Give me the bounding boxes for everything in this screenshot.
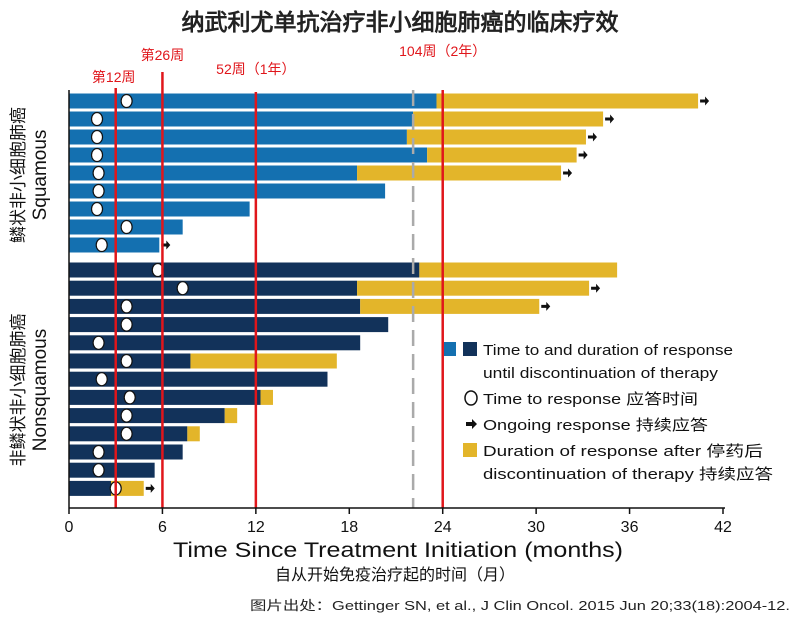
x-axis-label-cn: 自从开始免疫治疗起的时间（月） — [275, 566, 515, 584]
response-time-marker — [123, 390, 136, 405]
reference-line-label: 52周（1年） — [216, 61, 295, 77]
response-time-marker — [120, 299, 133, 314]
response-time-marker — [95, 237, 108, 253]
source-citation: 图片出处：Gettinger SN, et al., J Clin Oncol.… — [250, 598, 790, 613]
response-time-marker — [120, 317, 133, 332]
response-time-marker — [120, 426, 133, 441]
bar-after-discontinuation — [260, 389, 273, 405]
ongoing-arrow-icon — [563, 168, 573, 178]
x-tick-label: 18 — [340, 519, 358, 536]
ongoing-arrow-icon — [591, 283, 601, 293]
legend-item-1-line1: Time to and duration of response — [483, 342, 733, 359]
bar-on-therapy — [69, 280, 358, 296]
ongoing-arrow-icon — [587, 132, 597, 142]
bar-after-discontinuation — [224, 408, 238, 424]
bar-after-discontinuation — [413, 111, 604, 127]
response-time-marker — [92, 183, 105, 199]
ongoing-arrow-icon — [578, 150, 588, 160]
response-time-marker — [120, 219, 133, 235]
bar-on-therapy — [69, 111, 414, 127]
legend-swatch-squamous — [444, 342, 456, 356]
bar-on-therapy — [69, 262, 420, 278]
reference-line-label: 第12周 — [92, 69, 136, 85]
ongoing-arrow-icon — [700, 96, 710, 106]
response-time-marker — [120, 353, 133, 369]
response-time-marker — [92, 463, 105, 478]
legend-item-4-line2: discontinuation of therapy 持续应答 — [483, 465, 773, 483]
legend: Time to and duration of response until d… — [444, 342, 773, 483]
reference-line-label: 第26周 — [141, 47, 185, 63]
legend-swatch-nonsquamous — [463, 342, 477, 356]
bar-on-therapy — [69, 444, 183, 460]
legend-circle-icon — [464, 390, 478, 406]
legend-item-1-line2: until discontinuation of therapy — [483, 365, 719, 382]
x-tick-label: 24 — [434, 519, 452, 536]
bar-after-discontinuation — [360, 298, 540, 314]
chart-title: 纳武利尤单抗治疗非小细胞肺癌的临床疗效 — [182, 9, 619, 35]
bar-on-therapy — [69, 93, 437, 109]
bar-on-therapy — [69, 298, 361, 314]
response-time-marker — [120, 93, 133, 109]
bar-on-therapy — [69, 201, 250, 217]
legend-item-2: Time to response 应答时间 — [483, 390, 698, 408]
response-time-marker — [92, 335, 105, 350]
x-tick-label: 30 — [527, 519, 545, 536]
reference-line-label: 104周（2年） — [399, 43, 486, 59]
x-tick-label: 6 — [158, 519, 167, 536]
bar-on-therapy — [69, 147, 428, 163]
x-axis-label: Time Since Treatment Initiation (months) — [173, 539, 623, 562]
bar-after-discontinuation — [357, 165, 562, 181]
bar-after-discontinuation — [187, 426, 200, 442]
bar-on-therapy — [69, 317, 389, 333]
response-time-marker — [90, 111, 104, 127]
bar-on-therapy — [69, 183, 386, 199]
group-label-squamous-cn: 鳞状非小细胞肺癌 — [9, 107, 28, 243]
ongoing-arrow-icon — [145, 483, 155, 493]
response-time-marker — [90, 201, 104, 217]
response-time-marker — [176, 281, 189, 296]
x-tick-label: 0 — [65, 519, 74, 536]
response-time-marker — [90, 147, 104, 163]
x-tick-label: 36 — [621, 519, 639, 536]
response-time-marker — [92, 165, 105, 181]
bar-on-therapy — [69, 480, 112, 496]
legend-item-4-line1: Duration of response after 停药后 — [483, 443, 763, 460]
bar-on-therapy — [69, 389, 261, 405]
bar-on-therapy — [69, 165, 358, 181]
bar-after-discontinuation — [436, 93, 699, 109]
bar-on-therapy — [69, 462, 155, 478]
ongoing-arrow-icon — [541, 301, 551, 311]
legend-swatch-after — [463, 443, 477, 457]
bar-on-therapy — [69, 371, 328, 387]
response-time-marker — [90, 129, 104, 145]
bar-after-discontinuation — [419, 262, 618, 278]
response-time-marker — [120, 408, 133, 423]
bar-after-discontinuation — [427, 147, 577, 163]
x-tick-label: 42 — [714, 519, 732, 536]
bar-on-therapy — [69, 408, 225, 424]
x-tick-label: 12 — [247, 519, 265, 536]
bar-after-discontinuation — [357, 280, 590, 296]
bar-after-discontinuation — [190, 353, 337, 369]
response-time-marker — [95, 372, 108, 387]
group-label-squamous: Squamous — [30, 130, 51, 221]
ongoing-arrow-icon — [161, 240, 171, 250]
ongoing-arrow-icon — [605, 114, 615, 124]
group-label-nonsquamous-cn: 非鳞状非小细胞肺癌 — [9, 314, 28, 467]
bar-on-therapy — [69, 129, 407, 145]
legend-arrow-icon — [466, 419, 477, 429]
legend-item-3: Ongoing response 持续应答 — [483, 416, 708, 434]
group-label-nonsquamous: Nonsquamous — [30, 329, 51, 452]
bar-on-therapy — [69, 237, 160, 253]
response-time-marker — [92, 444, 105, 460]
bar-after-discontinuation — [406, 129, 586, 145]
bar-on-therapy — [69, 335, 361, 351]
